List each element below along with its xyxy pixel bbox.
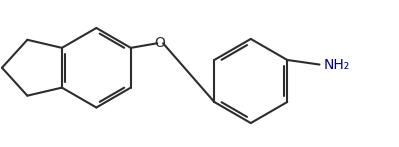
Text: NH₂: NH₂ bbox=[324, 58, 350, 72]
Text: O: O bbox=[154, 36, 165, 50]
